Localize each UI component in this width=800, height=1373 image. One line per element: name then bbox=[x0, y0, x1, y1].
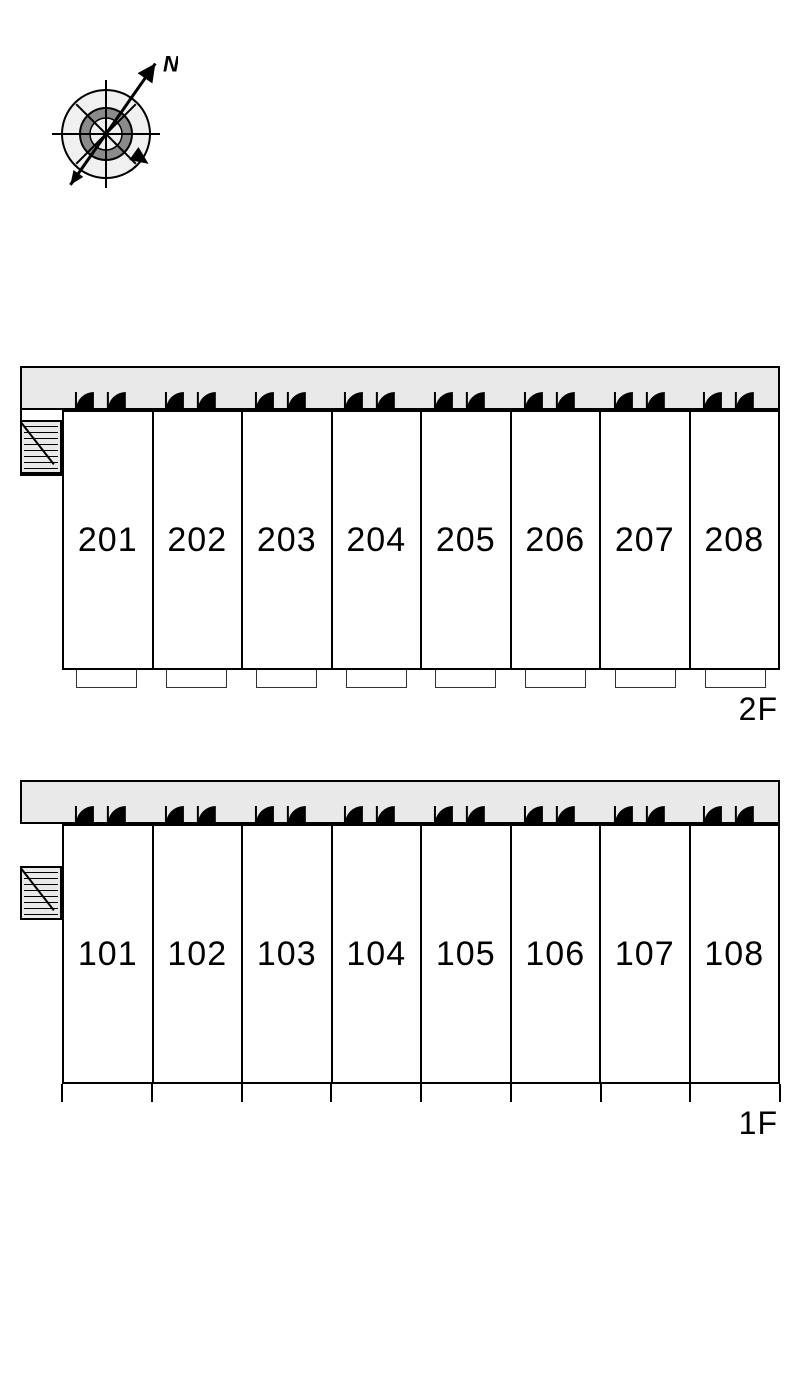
unit-label: 205 bbox=[436, 521, 496, 560]
door-swing bbox=[421, 388, 511, 410]
floor-2F: 2012022032042052062072082F bbox=[20, 366, 780, 688]
unit-label: 105 bbox=[436, 935, 496, 974]
door-swing bbox=[511, 802, 601, 824]
unit-label: 103 bbox=[257, 935, 317, 974]
unit-103: 103 bbox=[242, 824, 332, 1084]
unit-label: 202 bbox=[167, 521, 227, 560]
balcony bbox=[256, 670, 317, 688]
floor-1F: 1011021031041051061071081F bbox=[20, 780, 780, 1102]
door-swing bbox=[690, 802, 780, 824]
unit-row: 201 202 203 204 205 206 207 208 bbox=[62, 410, 780, 670]
unit-207: 207 bbox=[600, 410, 690, 670]
balcony bbox=[166, 670, 227, 688]
balcony bbox=[76, 670, 137, 688]
unit-label: 208 bbox=[704, 521, 764, 560]
door-swing bbox=[421, 802, 511, 824]
floor-label: 1F bbox=[739, 1105, 778, 1142]
unit-label: 107 bbox=[615, 935, 675, 974]
unit-105: 105 bbox=[421, 824, 511, 1084]
unit-101: 101 bbox=[62, 824, 153, 1084]
balcony bbox=[705, 670, 766, 688]
unit-104: 104 bbox=[332, 824, 422, 1084]
unit-row: 101 102 103 104 105 106 107 108 bbox=[62, 824, 780, 1084]
unit-203: 203 bbox=[242, 410, 332, 670]
unit-106: 106 bbox=[511, 824, 601, 1084]
door-swing bbox=[511, 388, 601, 410]
stairs bbox=[20, 866, 62, 920]
unit-201: 201 bbox=[62, 410, 153, 670]
unit-205: 205 bbox=[421, 410, 511, 670]
door-swing bbox=[242, 802, 332, 824]
stair-landing-wall bbox=[20, 410, 62, 476]
door-swing bbox=[690, 388, 780, 410]
unit-102: 102 bbox=[153, 824, 243, 1084]
balcony bbox=[615, 670, 676, 688]
unit-202: 202 bbox=[153, 410, 243, 670]
balcony-row bbox=[62, 670, 780, 688]
svg-text:N: N bbox=[163, 52, 178, 77]
balcony bbox=[525, 670, 586, 688]
door-swing bbox=[601, 388, 691, 410]
balcony bbox=[435, 670, 496, 688]
door-swing bbox=[62, 802, 152, 824]
door-swing bbox=[152, 802, 242, 824]
unit-label: 101 bbox=[78, 935, 138, 974]
unit-label: 204 bbox=[346, 521, 406, 560]
unit-108: 108 bbox=[690, 824, 781, 1084]
unit-label: 104 bbox=[346, 935, 406, 974]
door-swing bbox=[331, 802, 421, 824]
door-swing bbox=[242, 388, 332, 410]
door-swing bbox=[62, 388, 152, 410]
unit-label: 108 bbox=[704, 935, 764, 974]
unit-label: 201 bbox=[78, 521, 138, 560]
door-swing bbox=[152, 388, 242, 410]
wall-tick-row bbox=[62, 1084, 780, 1102]
unit-206: 206 bbox=[511, 410, 601, 670]
door-swing bbox=[601, 802, 691, 824]
unit-208: 208 bbox=[690, 410, 781, 670]
unit-label: 203 bbox=[257, 521, 317, 560]
unit-107: 107 bbox=[600, 824, 690, 1084]
balcony bbox=[346, 670, 407, 688]
unit-label: 207 bbox=[615, 521, 675, 560]
unit-204: 204 bbox=[332, 410, 422, 670]
unit-label: 106 bbox=[525, 935, 585, 974]
door-swing bbox=[331, 388, 421, 410]
floor-label: 2F bbox=[739, 691, 778, 728]
compass: N bbox=[28, 6, 178, 206]
unit-label: 102 bbox=[167, 935, 227, 974]
unit-label: 206 bbox=[525, 521, 585, 560]
compass-svg: N bbox=[28, 6, 178, 206]
